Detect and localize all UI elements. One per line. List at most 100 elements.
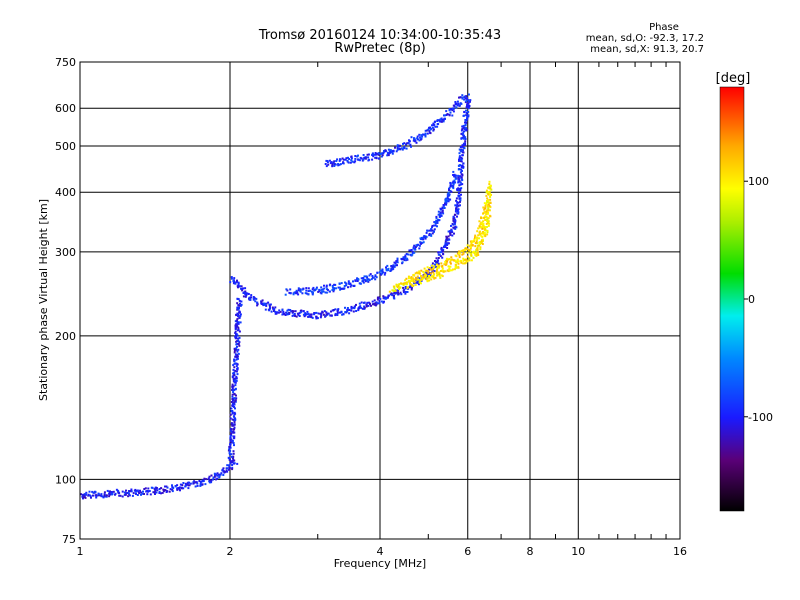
echo-point (458, 148, 461, 151)
echo-point (261, 299, 264, 302)
echo-point (203, 477, 206, 480)
echo-point (428, 276, 431, 279)
echo-point (236, 356, 238, 359)
echo-point (488, 183, 491, 186)
echo-point (304, 292, 307, 295)
echo-point (345, 284, 348, 287)
echo-point (441, 209, 444, 212)
echo-point (439, 212, 442, 215)
echo-point (489, 201, 492, 204)
echo-point (420, 278, 423, 281)
echo-point (318, 288, 321, 291)
echo-point (420, 276, 423, 279)
echo-point (464, 138, 467, 140)
colorbar-label: [deg] (716, 71, 751, 86)
echo-point (82, 496, 85, 499)
echo-point (366, 301, 369, 304)
echo-point (454, 177, 457, 180)
echo-point (236, 350, 239, 353)
echo-point (324, 314, 327, 317)
echo-point (451, 114, 454, 117)
echo-point (406, 257, 409, 260)
echo-point (304, 313, 307, 316)
echo-point (372, 276, 375, 279)
echo-point (235, 337, 238, 340)
echo-point (431, 229, 434, 232)
echo-point (241, 289, 244, 292)
echo-point (409, 143, 412, 146)
echo-point (340, 311, 343, 314)
echo-point (455, 255, 458, 258)
echo-point (307, 293, 310, 296)
echo-point (264, 302, 267, 305)
echo-point (342, 313, 345, 316)
echo-point (322, 290, 325, 293)
echo-point (117, 491, 120, 494)
echo-point (222, 474, 225, 476)
echo-point (213, 472, 216, 475)
echo-point (392, 264, 395, 267)
echo-point (381, 269, 384, 271)
echo-point (436, 268, 439, 271)
echo-point (485, 210, 488, 213)
echo-point (130, 490, 133, 493)
echo-point (307, 290, 310, 293)
echo-point (384, 271, 387, 274)
echo-point (124, 492, 127, 495)
echo-point (412, 139, 415, 142)
echo-point (238, 304, 241, 307)
echo-point (458, 104, 461, 107)
echo-point (486, 217, 489, 219)
echo-point (327, 163, 330, 166)
echo-point (406, 258, 409, 261)
echo-point (325, 313, 328, 316)
echo-point (315, 317, 318, 320)
echo-point (229, 446, 232, 449)
echo-point (230, 432, 232, 435)
echo-point (118, 494, 121, 497)
echo-point (435, 270, 438, 273)
echo-point (249, 298, 252, 301)
echo-point (450, 108, 453, 111)
echo-point (470, 259, 473, 262)
echo-point (289, 288, 292, 291)
echo-point (231, 461, 234, 464)
echo-point (231, 387, 234, 390)
echo-point (179, 483, 182, 486)
echo-point (160, 487, 163, 490)
echo-point (234, 347, 237, 350)
echo-point (441, 267, 444, 270)
echo-point (487, 224, 490, 227)
echo-point (457, 174, 460, 177)
echo-point (309, 289, 312, 292)
echo-point (231, 383, 234, 386)
echo-point (440, 214, 443, 217)
echo-point (437, 262, 440, 265)
echo-point (331, 289, 334, 291)
echo-point (374, 302, 377, 305)
echo-point (410, 145, 412, 148)
echo-point (434, 125, 437, 128)
echo-point (453, 175, 456, 178)
echo-point (246, 292, 249, 295)
echo-point (454, 221, 457, 224)
echo-point (442, 120, 445, 123)
echo-point (445, 201, 448, 204)
echo-point (261, 303, 264, 305)
echo-point (416, 271, 418, 274)
echo-point (456, 201, 459, 204)
echo-point (147, 490, 150, 493)
echo-point (337, 308, 340, 311)
echo-point (481, 238, 484, 241)
echo-point (452, 259, 455, 262)
echo-point (232, 428, 235, 431)
echo-point (435, 217, 438, 220)
echo-point (165, 491, 168, 493)
echo-point (228, 464, 230, 467)
echo-point (347, 161, 350, 164)
echo-point (464, 123, 467, 126)
echo-point (321, 288, 324, 291)
echo-point (447, 242, 450, 245)
echo-point (105, 494, 108, 497)
echo-point (378, 271, 381, 274)
